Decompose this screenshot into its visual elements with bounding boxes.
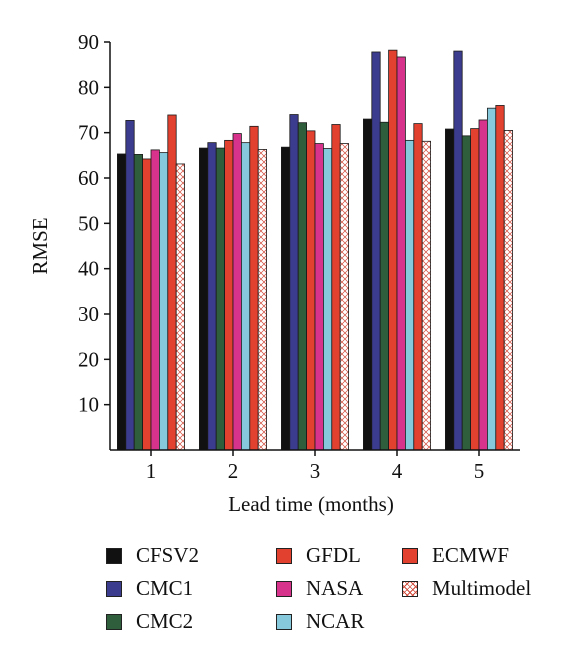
x-tick-label: 2 — [228, 459, 239, 483]
legend-item-ncar: NCAR — [276, 609, 364, 634]
legend-item-multimodel: Multimodel — [402, 576, 531, 601]
bar-ecmwf-2 — [249, 125, 259, 451]
bar-ncar-1 — [158, 152, 169, 451]
y-tick-label: 50 — [78, 211, 99, 235]
legend-swatch — [276, 580, 292, 597]
bar-cmc2-1 — [133, 154, 143, 451]
bar-cfsv2-3 — [280, 146, 291, 451]
legend-swatch — [106, 613, 122, 630]
x-tick-label: 1 — [146, 459, 157, 483]
chart-legend: CFSV2 CMC1 CMC2 GFDL NASA NCAR ECMWF Multimodel — [106, 543, 576, 643]
y-tick-label: 80 — [78, 75, 99, 99]
bar-gfdl-3 — [306, 130, 316, 451]
bar-cmc1-3 — [289, 114, 299, 451]
legend-item-gfdl: GFDL — [276, 543, 361, 568]
bar-nasa-2 — [232, 133, 242, 451]
bar-gfdl-2 — [224, 139, 234, 451]
legend-item-cfsv2: CFSV2 — [106, 543, 199, 568]
bar-ncar-3 — [322, 148, 333, 451]
legend-label: CMC1 — [136, 576, 194, 600]
bar-cfsv2-2 — [198, 147, 209, 451]
bar-ecmwf-1 — [167, 114, 177, 451]
bar-nasa-5 — [478, 119, 488, 451]
legend-label: NASA — [306, 576, 364, 600]
bar-gfdl-1 — [142, 158, 152, 451]
bar-cfsv2-5 — [444, 128, 455, 451]
bar-chart: 10 20 30 40 50 60 70 80 90 1 2 3 4 5 RMSE Lead time … — [28, 30, 520, 516]
bar-ecmwf-3 — [331, 124, 341, 451]
y-tick-label: 40 — [78, 257, 99, 281]
bar-ncar-5 — [486, 107, 497, 451]
legend-swatch — [106, 580, 122, 597]
legend-item-ecmwf: ECMWF — [402, 543, 509, 568]
legend-item-cmc2: CMC2 — [106, 609, 193, 634]
bar-multimodel-5 — [503, 129, 514, 451]
bar-cmc1-2 — [207, 142, 217, 451]
bar-cfsv2-1 — [117, 153, 127, 451]
bar-nasa-4 — [396, 56, 406, 451]
x-ticks: 1 2 3 4 5 — [146, 450, 485, 483]
legend-label: GFDL — [306, 543, 361, 567]
x-axis-label: Lead time (months) — [228, 492, 394, 516]
bar-multimodel-1 — [175, 163, 185, 451]
legend-swatch — [276, 613, 292, 630]
bar-multimodel-2 — [257, 149, 268, 451]
bar-ecmwf-5 — [495, 105, 505, 451]
bar-ecmwf-4 — [413, 123, 423, 451]
bar-gfdl-5 — [470, 128, 480, 451]
legend-label: Multimodel — [432, 576, 532, 600]
y-tick-label: 30 — [78, 302, 99, 326]
bar-cmc2-4 — [379, 121, 390, 451]
legend-label: CMC2 — [136, 609, 194, 633]
bar-multimodel-3 — [339, 143, 350, 451]
legend-swatch — [276, 547, 292, 564]
legend-swatch — [106, 547, 122, 564]
bar-cmc2-5 — [461, 135, 472, 451]
y-ticks: 10 20 30 40 50 60 70 80 90 — [78, 30, 110, 417]
legend-label: CFSV2 — [136, 543, 200, 567]
legend-swatch — [402, 580, 418, 597]
bar-cmc1-1 — [125, 120, 135, 451]
legend-item-nasa: NASA — [276, 576, 363, 601]
bar-ncar-2 — [240, 142, 251, 451]
x-tick-label: 4 — [392, 459, 403, 483]
legend-label: ECMWF — [432, 543, 510, 567]
legend-label: NCAR — [306, 609, 365, 633]
bar-multimodel-4 — [421, 140, 432, 451]
y-tick-label: 60 — [78, 166, 99, 190]
bars-layer — [117, 49, 514, 451]
bar-nasa-1 — [150, 149, 160, 451]
bar-cmc2-3 — [297, 122, 308, 451]
bar-ncar-4 — [404, 139, 415, 451]
x-tick-label: 3 — [310, 459, 321, 483]
bar-gfdl-4 — [388, 49, 398, 451]
y-axis-label: RMSE — [28, 217, 52, 274]
bar-nasa-3 — [314, 143, 324, 451]
bar-cmc1-5 — [453, 50, 463, 451]
y-tick-label: 70 — [78, 121, 99, 145]
x-tick-label: 5 — [474, 459, 485, 483]
y-tick-label: 20 — [78, 347, 99, 371]
y-tick-label: 90 — [78, 30, 99, 54]
bar-cmc1-4 — [371, 51, 381, 451]
bar-cmc2-2 — [215, 147, 225, 451]
legend-item-cmc1: CMC1 — [106, 576, 193, 601]
y-tick-label: 10 — [78, 393, 99, 417]
bar-cfsv2-4 — [362, 118, 373, 451]
legend-swatch — [402, 547, 418, 564]
